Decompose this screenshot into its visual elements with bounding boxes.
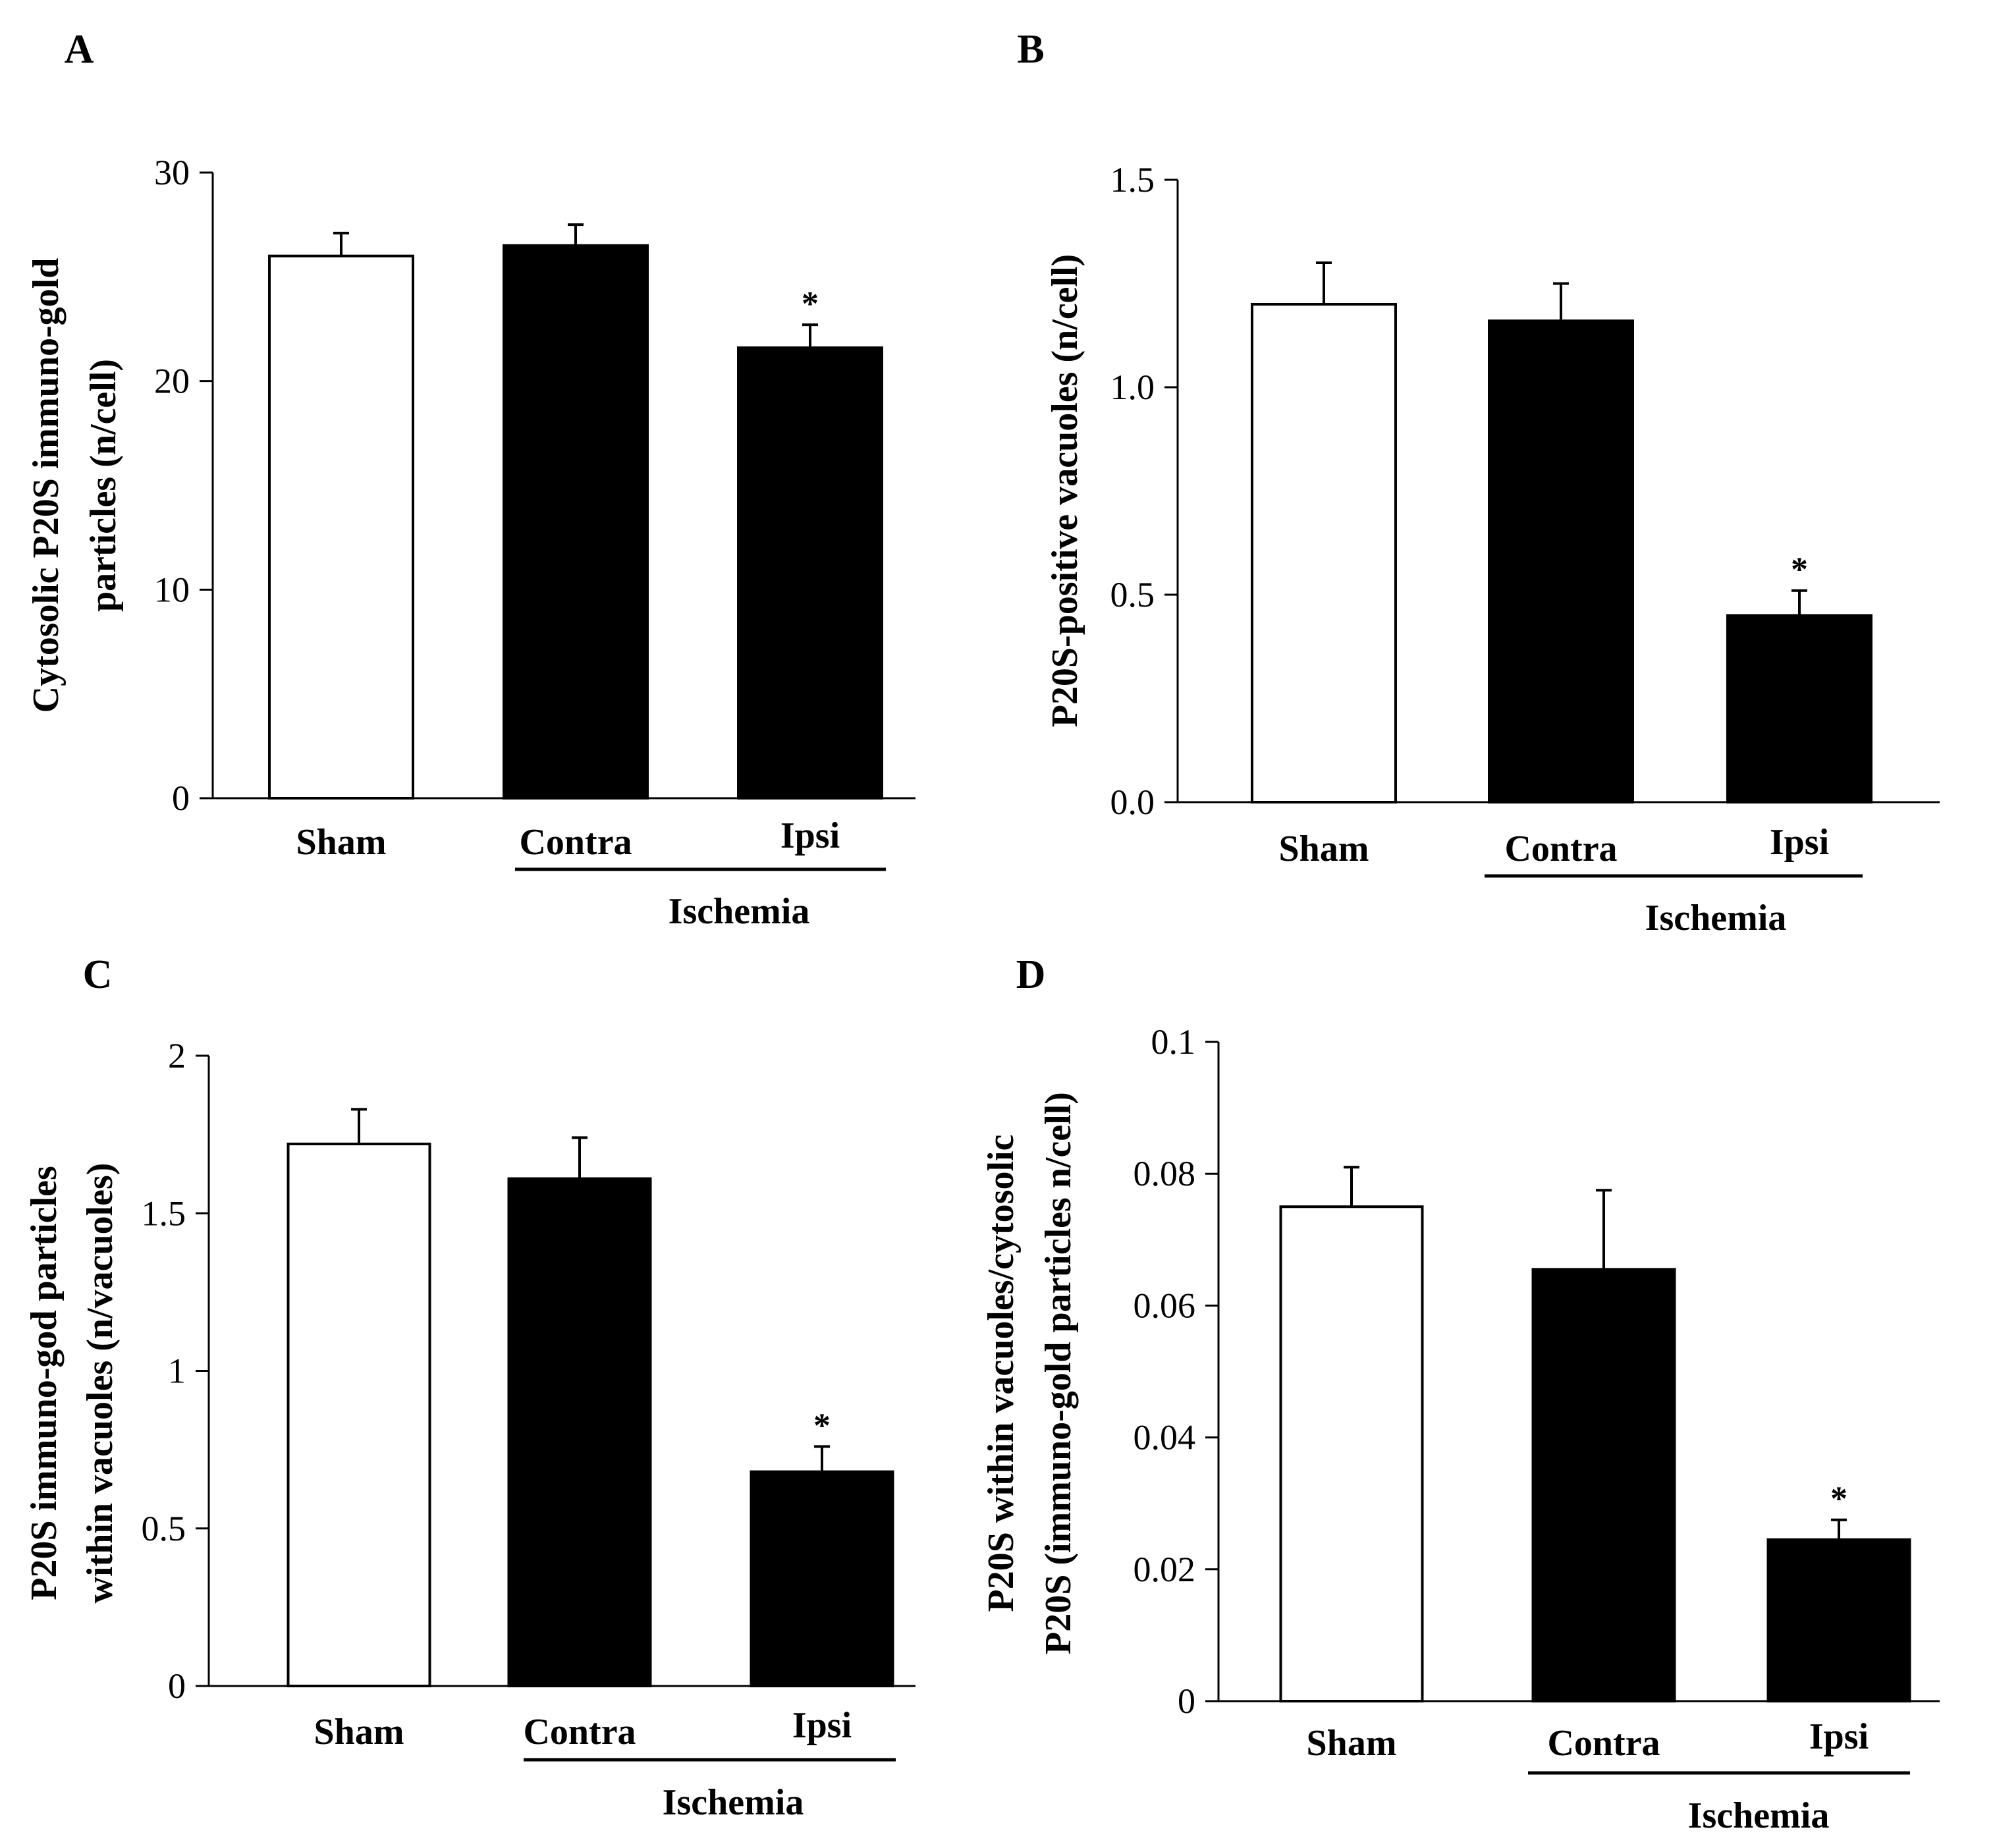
y-tick-label: 10: [154, 570, 190, 609]
category-label-ipsi: Ipsi: [792, 1705, 852, 1746]
chart-panel-a: A 0 10 20 30 Cytosolic P20S immuno-gold partic…: [26, 27, 916, 932]
bar-ipsi: [737, 346, 883, 800]
bar-contra: [507, 1177, 652, 1687]
category-label-ipsi: Ipsi: [1770, 822, 1829, 863]
category-label-sham: Sham: [1279, 829, 1369, 869]
bar-ipsi: [1766, 1538, 1911, 1702]
y-tick-label: 1.0: [1110, 367, 1155, 407]
y-axis-label: P20S within vacuoles/cytosolic: [981, 1135, 1022, 1612]
significance-star: *: [802, 285, 819, 323]
y-tick-label: 20: [154, 362, 190, 401]
panel-letter: B: [1017, 27, 1044, 72]
group-label: Ischemia: [663, 1782, 804, 1823]
category-label-ipsi: Ipsi: [780, 815, 840, 856]
chart-panel-b: B 0.0 0.5 1.0 1.5 P20S-positive vacuoles (n/c…: [1017, 27, 1940, 938]
bar-sham: [1279, 1205, 1424, 1702]
panel-letter: C: [83, 952, 113, 997]
bar-ipsi: [750, 1470, 894, 1688]
y-axis-label: Cytosolic P20S immuno-gold: [26, 258, 67, 713]
y-tick-label: 0.02: [1134, 1550, 1196, 1589]
category-label-sham: Sham: [314, 1712, 404, 1753]
y-tick-label: 0.04: [1134, 1418, 1196, 1457]
bar-contra: [503, 244, 649, 800]
bar-contra: [1488, 319, 1634, 803]
bar-contra: [1531, 1268, 1676, 1702]
category-label-sham: Sham: [296, 822, 387, 863]
y-tick-label: 30: [154, 153, 190, 192]
y-tick-label: 0: [168, 1666, 186, 1706]
group-label: Ischemia: [1688, 1795, 1830, 1836]
category-label-contra: Contra: [519, 822, 632, 863]
chart-panel-d: D 0 0.02 0.04 0.06 0.08 0.1 P20S within vacuole…: [981, 952, 1940, 1836]
group-label: Ischemia: [669, 891, 810, 932]
category-label-contra: Contra: [1504, 829, 1617, 869]
bar-sham: [1251, 303, 1397, 803]
significance-star: *: [813, 1407, 831, 1444]
category-label-contra: Contra: [1547, 1723, 1660, 1764]
significance-star: *: [1830, 1481, 1847, 1518]
y-tick-label: 0.06: [1134, 1286, 1196, 1325]
bar-ipsi: [1726, 614, 1872, 803]
panel-letter: D: [1016, 952, 1046, 997]
y-tick-label: 1.5: [142, 1193, 186, 1233]
y-tick-label: 0.5: [1110, 575, 1155, 614]
y-tick-label: 0.5: [142, 1509, 186, 1548]
y-axis-label: P20S immuno-god particles: [24, 1166, 65, 1600]
y-tick-label: 0.1: [1151, 1022, 1196, 1062]
y-tick-label: 0.0: [1110, 782, 1155, 822]
y-tick-label: 0.08: [1134, 1154, 1196, 1193]
y-tick-label: 1: [168, 1351, 186, 1391]
y-axis-label: P20S (immuno-gold particles n/cell): [1038, 1092, 1079, 1654]
y-tick-label: 2: [168, 1036, 186, 1075]
category-label-contra: Contra: [523, 1712, 636, 1753]
bar-sham: [268, 254, 414, 800]
chart-panel-c: C 0 0.5 1 1.5 2 P20S immuno-god particles withi…: [24, 952, 916, 1823]
y-tick-label: 1.5: [1110, 160, 1155, 200]
category-label-sham: Sham: [1307, 1723, 1397, 1764]
y-axis-label: particles (n/cell): [83, 359, 124, 612]
y-axis-label: within vacuoles (n/vacuoles): [80, 1163, 121, 1604]
category-label-ipsi: Ipsi: [1809, 1716, 1869, 1757]
y-axis-label: P20S-positive vacuoles (n/cell): [1045, 254, 1085, 728]
bar-sham: [287, 1142, 431, 1687]
y-tick-label: 0: [172, 778, 190, 818]
y-tick-label: 0: [1178, 1681, 1195, 1721]
group-label: Ischemia: [1645, 898, 1787, 938]
panel-letter: A: [65, 27, 94, 72]
significance-star: *: [1791, 551, 1808, 589]
